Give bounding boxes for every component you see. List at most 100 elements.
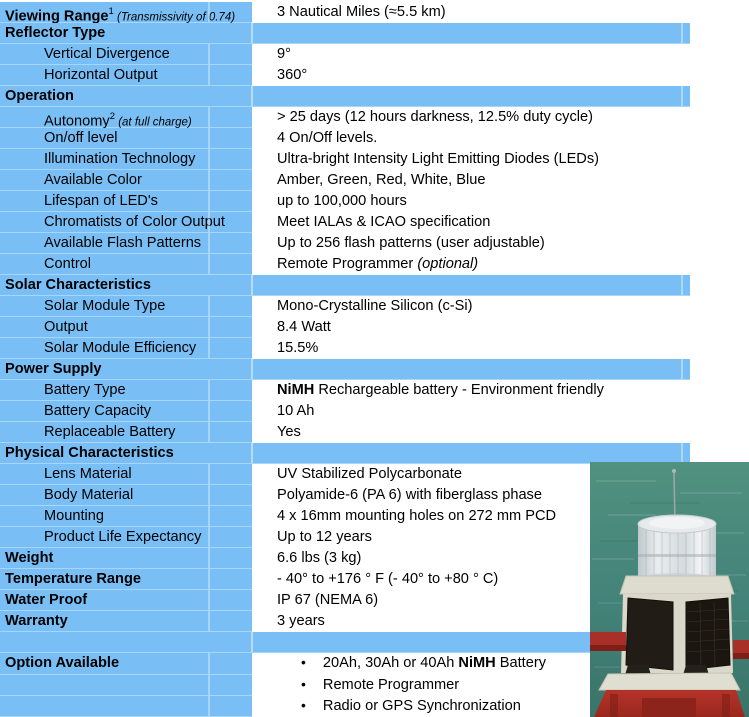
section-bar: Reflector Type [0,23,690,45]
text-segment: Yes [277,424,301,441]
text-segment: Illumination Technology [44,151,196,168]
row-label-cell: Horizontal Output [0,65,252,87]
text-segment: Water Proof [5,592,88,609]
row-value-cell: Ultra-bright Intensity Light Emitting Di… [252,149,749,171]
text-segment: 9° [277,46,291,63]
row-label-cell [0,674,252,696]
text-segment: Temperature Range [5,571,141,588]
spec-row: Battery Capacity 10 Ah [0,401,749,423]
row-label-cell: Output [0,317,252,339]
row-value-cell: NiMH Rechargeable battery - Environment … [252,380,749,402]
row-label-cell: Option Available [0,653,252,675]
mounting-plate [598,672,741,691]
text-segment: Option Available [5,655,120,672]
row-label-cell: Battery Type [0,380,252,402]
text-segment: 15.5% [277,340,319,357]
text-segment: 4 On/Off levels. [277,130,378,147]
text-segment: Solar Module Type [44,298,166,315]
row-value-cell: 8.4 Watt [252,317,749,339]
spec-row: Weight 6.6 lbs (3 kg) [0,548,749,570]
row-label-cell: Battery Capacity [0,401,252,423]
text-segment: Remote Programmer [277,256,418,273]
row-value-cell: Remote Programmer (optional) [252,254,749,276]
text-segment: Chromatists of Color Output [44,214,225,231]
text-segment: Up to 256 flash patterns (user adjustabl… [277,235,545,252]
row-label-cell: Solar Module Efficiency [0,338,252,360]
text-segment: 3 Nautical Miles (≈5.5 km) [277,4,446,20]
text-segment: Control [44,256,92,273]
spec-row: Autonomy2 (at full charge) > 25 days (12 … [0,107,749,130]
row-value-cell: 15.5% [252,338,749,360]
text-segment: 360° [277,67,308,84]
text-segment: Warranty [5,613,68,630]
spec-row: Solar Module Efficiency 15.5% [0,338,749,360]
section-row: Physical Characteristics [0,443,749,465]
text-segment: 3 years [277,613,325,630]
marine-lantern-photo-illustration [590,462,749,717]
section-bar: Operation [0,86,690,108]
text-segment: IP 67 (NEMA 6) [277,592,379,609]
row-label-cell: Illumination Technology [0,149,252,171]
lantern-body [621,594,733,673]
text-segment: Radio or GPS Synchronization [322,697,521,714]
separator-bar [0,632,690,654]
text-segment: 20Ah, 30Ah or 40Ah [322,655,459,672]
text-segment: Reflector Type [5,25,106,42]
row-label-cell: Chromatists of Color Output [0,212,252,234]
text-segment: Product Life Expectancy [44,529,202,546]
spec-row: Solar Module Type Mono-Crystalline Silico… [0,296,749,318]
text-segment: Remote Programmer [322,676,460,693]
spec-row: Viewing Range1 (Transmissivity of 0.74) 3… [0,2,749,25]
text-segment: Amber, Green, Red, White, Blue [277,172,486,189]
spec-row: On/off level 4 On/Off levels. [0,128,749,150]
row-label-cell: Temperature Range [0,569,252,591]
row-label-cell: Warranty [0,611,252,633]
spec-row: Vertical Divergence 9° [0,44,749,66]
text-segment: Vertical Divergence [44,46,170,63]
spec-row: Lifespan of LED's up to 100,000 hours [0,191,749,213]
row-label-cell: Replaceable Battery [0,422,252,444]
text-segment: (Transmissivity of 0.74) [113,11,236,24]
text-segment: Body Material [44,487,134,504]
row-label-cell: Product Life Expectancy [0,527,252,549]
text-segment: 10 Ah [277,403,315,420]
row-value-cell: Amber, Green, Red, White, Blue [252,170,749,192]
text-segment: Battery Capacity [44,403,152,420]
spec-row: Control Remote Programmer (optional) [0,254,749,276]
text-segment: Available Color [44,172,142,189]
spec-row: Chromatists of Color Output Meet IALAs & … [0,212,749,234]
text-segment: - 40° to +176 ° F (- 40° to +80 ° C) [277,571,499,588]
text-segment: (at full charge) [115,116,192,129]
row-value-cell: Meet IALAs & ICAO specification [252,212,749,234]
text-segment: up to 100,000 hours [277,193,407,210]
row-label-cell: Body Material [0,485,252,507]
spec-row: Battery Type NiMH Rechargeable battery - … [0,380,749,402]
section-row: Operation [0,86,749,108]
text-segment: Weight [5,550,54,567]
product-photo [590,462,749,717]
row-value-cell: > 25 days (12 hours darkness, 12.5% duty… [252,107,749,129]
text-segment: 4 x 16mm mounting holes on 272 mm PCD [277,508,557,525]
spec-row: Illumination Technology Ultra-bright Inte… [0,149,749,171]
row-label-cell: Lens Material [0,464,252,486]
text-segment: 8.4 Watt [277,319,331,336]
text-segment: Rechargeable battery - Environment frien… [314,382,604,399]
text-segment: Autonomy [44,113,110,130]
spec-row: Available Flash Patterns Up to 256 flash … [0,233,749,255]
text-segment: (optional) [417,256,479,273]
row-label-cell: Weight [0,548,252,570]
text-segment: Lifespan of LED's [44,193,158,210]
row-label-cell: Available Flash Patterns [0,233,252,255]
row-value-cell: Yes [252,422,749,444]
text-segment: Physical Characteristics [5,445,174,462]
row-value-cell: 3 Nautical Miles (≈5.5 km) [252,2,749,24]
text-segment: 1 [108,6,114,17]
text-segment: Output [44,319,88,336]
row-label-cell: Autonomy2 (at full charge) [0,107,252,130]
text-segment: Replaceable Battery [44,424,176,441]
text-segment: Solar Characteristics [5,277,152,294]
text-segment: Available Flash Patterns [44,235,202,252]
row-label-cell: Available Color [0,170,252,192]
text-segment: Viewing Range [5,8,109,25]
